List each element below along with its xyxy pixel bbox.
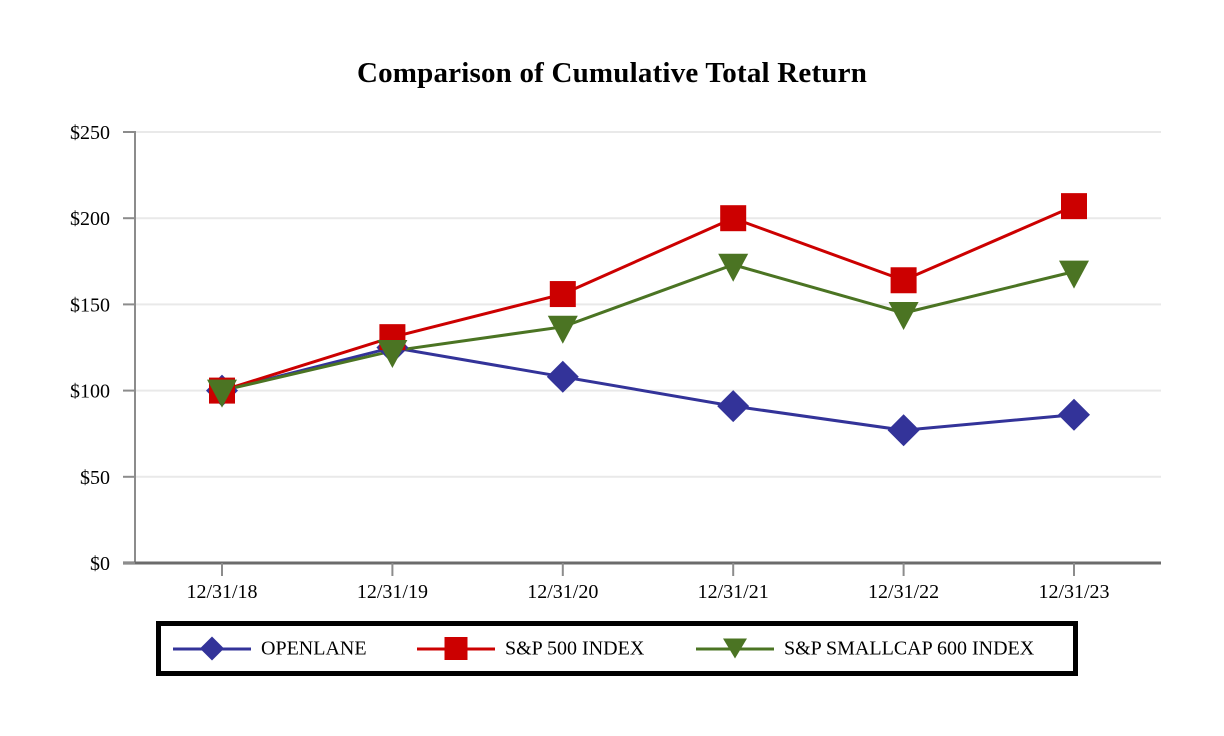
x-tick-label: 12/31/23 (1038, 581, 1109, 603)
x-tick-label: 12/31/22 (868, 581, 939, 603)
legend-item-sp500: S&P 500 INDEX (417, 637, 644, 660)
series-line-openlane (221, 345, 1075, 432)
chart-title: Comparison of Cumulative Total Return (356, 57, 868, 89)
data-point-openlane (1058, 398, 1090, 431)
y-tick-label: $150 (70, 294, 110, 316)
data-point-s-p-smallcap-600-index (1059, 260, 1089, 289)
legend-label: S&P 500 INDEX (505, 637, 645, 659)
legend-line-sample (173, 636, 251, 661)
square-marker-icon (444, 637, 468, 660)
data-point-s-p-500-index (890, 267, 917, 294)
x-tick-label: 12/31/20 (527, 581, 598, 603)
line-chart: $0 $50 $100 $150 $200 $250 12/31/18 12/31/19 12/… (70, 122, 1161, 603)
data-point-s-p-500-index (1061, 193, 1087, 220)
data-point-s-p-smallcap-600-index (718, 253, 749, 282)
diamond-marker-icon (199, 636, 225, 661)
data-point-s-p-500-index (720, 205, 747, 232)
legend-item-openlane: OPENLANE (173, 636, 367, 661)
x-tick-label: 12/31/18 (186, 581, 257, 603)
y-tick-label: $250 (70, 122, 110, 144)
data-point-s-p-500-index (549, 281, 576, 308)
legend-line-sample (417, 637, 495, 660)
data-point-openlane (546, 360, 579, 393)
x-tick-label: 12/31/19 (357, 581, 428, 603)
triangle-down-marker-icon (723, 638, 747, 659)
x-tick-label: 12/31/21 (698, 581, 769, 603)
legend-label: S&P SMALLCAP 600 INDEX (784, 637, 1035, 659)
data-point-s-p-smallcap-600-index (888, 302, 919, 331)
legend: OPENLANE S&P 500 INDEX S&P SMALLCAP 600 … (156, 621, 1078, 676)
y-tick-label: $100 (70, 381, 110, 403)
data-point-openlane (887, 414, 920, 447)
series-line-s-p-smallcap-600-index (221, 263, 1075, 393)
series-line-s-p-500-index (221, 204, 1075, 393)
data-point-s-p-smallcap-600-index (207, 379, 237, 408)
data-point-openlane (717, 390, 750, 423)
data-point-s-p-smallcap-600-index (377, 339, 408, 368)
legend-item-sp-smallcap-600: S&P SMALLCAP 600 INDEX (696, 637, 1034, 660)
data-point-s-p-smallcap-600-index (547, 315, 578, 344)
y-tick-label: $50 (80, 467, 110, 489)
legend-line-sample (696, 638, 774, 659)
y-tick-label: $200 (70, 208, 110, 230)
y-tick-label: $0 (90, 553, 110, 575)
legend-label: OPENLANE (261, 637, 367, 659)
